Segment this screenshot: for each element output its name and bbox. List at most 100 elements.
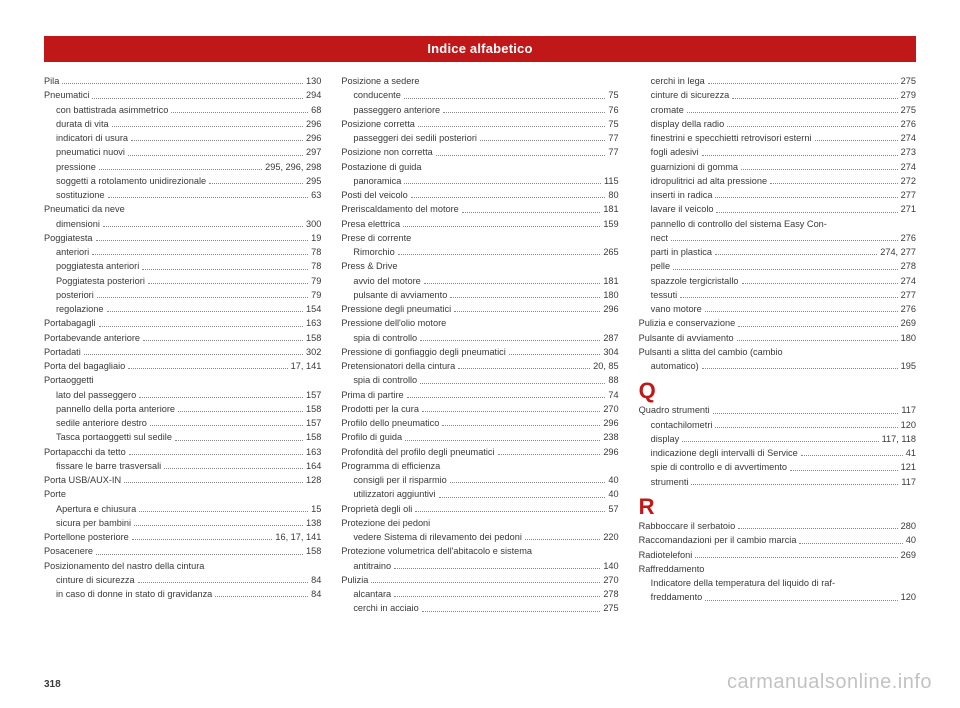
index-entry-label: Pulsante di avviamento (639, 331, 734, 345)
index-subentry: tessuti277 (639, 288, 916, 302)
index-subentry: anteriori78 (44, 245, 321, 259)
index-subentry: cinture di sicurezza279 (639, 88, 916, 102)
index-entry-label: automatico) (651, 359, 699, 373)
leader-dots (450, 482, 606, 483)
index-entry-page: 78 (311, 259, 321, 273)
leader-dots (164, 468, 303, 469)
index-entry-page: 88 (608, 373, 618, 387)
index-entry-label: guarnizioni di gomma (651, 160, 738, 174)
index-subentry: pneumatici nuovi297 (44, 145, 321, 159)
index-entry-page: 270 (603, 573, 618, 587)
index-entry: Porta USB/AUX-IN128 (44, 473, 321, 487)
index-entry-page: 295 (306, 174, 321, 188)
leader-dots (394, 568, 600, 569)
index-entry-page: 19 (311, 231, 321, 245)
index-entry-page: 84 (311, 587, 321, 601)
leader-dots (139, 397, 303, 398)
leader-dots (129, 454, 303, 455)
leader-dots (403, 226, 600, 227)
index-entry-page: 40 (906, 533, 916, 547)
leader-dots (458, 368, 590, 369)
index-entry: Posizione corretta75 (341, 117, 618, 131)
index-entry: Pneumatici294 (44, 88, 321, 102)
index-entry-label: Presa elettrica (341, 217, 400, 231)
index-entry-label: display (651, 432, 680, 446)
index-entry-label: pannello di controllo del sistema Easy C… (651, 217, 827, 231)
leader-dots (175, 440, 303, 441)
index-entry-label: avvio del motore (353, 274, 420, 288)
index-entry: Raccomandazioni per il cambio marcia40 (639, 533, 916, 547)
index-entry-label: dimensioni (56, 217, 100, 231)
index-subentry: in caso di donne in stato di gravidanza8… (44, 587, 321, 601)
index-entry: Posti del veicolo80 (341, 188, 618, 202)
leader-dots (407, 397, 606, 398)
index-entry-page: 270 (603, 402, 618, 416)
leader-dots (737, 340, 898, 341)
leader-dots (371, 582, 600, 583)
leader-dots (92, 98, 303, 99)
leader-dots (682, 441, 878, 442)
index-entry: Posacenere158 (44, 544, 321, 558)
index-subentry: sicura per bambini138 (44, 516, 321, 530)
index-entry: Prese di corrente (341, 231, 618, 245)
index-entry-label: inserti in radica (651, 188, 713, 202)
index-subentry: freddamento120 (639, 590, 916, 604)
index-subentry: lavare il veicolo271 (639, 202, 916, 216)
index-entry-label: display della radio (651, 117, 725, 131)
leader-dots (480, 140, 606, 141)
leader-dots (708, 83, 898, 84)
index-subentry: display della radio276 (639, 117, 916, 131)
leader-dots (691, 484, 898, 485)
index-entry-page: 277 (901, 288, 916, 302)
index-entry-label: spia di controllo (353, 331, 417, 345)
index-entry-label: soggetti a rotolamento unidirezionale (56, 174, 206, 188)
index-subentry: fogli adesivi273 (639, 145, 916, 159)
index-entry-label: vano motore (651, 302, 702, 316)
leader-dots (439, 497, 606, 498)
index-entry: Protezione dei pedoni (341, 516, 618, 530)
leader-dots (394, 596, 600, 597)
index-entry-page: 276 (901, 231, 916, 245)
index-entry: Pulsante di avviamento180 (639, 331, 916, 345)
index-entry: Portaoggetti (44, 373, 321, 387)
index-entry: Portellone posteriore16, 17, 141 (44, 530, 321, 544)
index-entry-page: 121 (901, 460, 916, 474)
index-subentry: sostituzione63 (44, 188, 321, 202)
index-entry-page: 157 (306, 388, 321, 402)
index-entry-label: Pneumatici (44, 88, 89, 102)
page-number: 318 (44, 679, 61, 690)
leader-dots (398, 254, 601, 255)
index-entry-label: Profondità del profilo degli pneumatici (341, 445, 494, 459)
index-entry-label: Rabboccare il serbatoio (639, 519, 736, 533)
leader-dots (131, 140, 303, 141)
index-entry-page: 269 (901, 548, 916, 562)
index-entry-page: 117 (901, 475, 916, 489)
index-entry: Press & Drive (341, 259, 618, 273)
index-entry-label: strumenti (651, 475, 689, 489)
index-entry-label: con battistrada asimmetrico (56, 103, 168, 117)
index-entry-page: 16, 17, 141 (275, 530, 321, 544)
index-subentry: posteriori79 (44, 288, 321, 302)
index-entry-label: Posizione corretta (341, 117, 415, 131)
index-entry-label: Raffreddamento (639, 562, 705, 576)
index-entry-page: 275 (603, 601, 618, 615)
leader-dots (148, 283, 308, 284)
index-entry: Posizionamento del nastro della cintura (44, 559, 321, 573)
index-subentry: spie di controllo e di avvertimento121 (639, 460, 916, 474)
leader-dots (418, 126, 606, 127)
index-entry-page: 76 (608, 103, 618, 117)
index-entry-label: Pneumatici da neve (44, 202, 125, 216)
index-entry-label: pulsante di avviamento (353, 288, 447, 302)
index-subentry: panoramica115 (341, 174, 618, 188)
index-entry-page: 274 (901, 131, 916, 145)
index-entry-label: Posacenere (44, 544, 93, 558)
leader-dots (715, 197, 897, 198)
index-entry-label: sostituzione (56, 188, 105, 202)
leader-dots (112, 126, 303, 127)
index-entry-page: 138 (306, 516, 321, 530)
index-entry-label: Portadati (44, 345, 81, 359)
leader-dots (732, 98, 897, 99)
index-subentry: spazzole tergicristallo274 (639, 274, 916, 288)
index-subentry: strumenti 117 (639, 475, 916, 489)
index-entry-page: 296 (603, 416, 618, 430)
